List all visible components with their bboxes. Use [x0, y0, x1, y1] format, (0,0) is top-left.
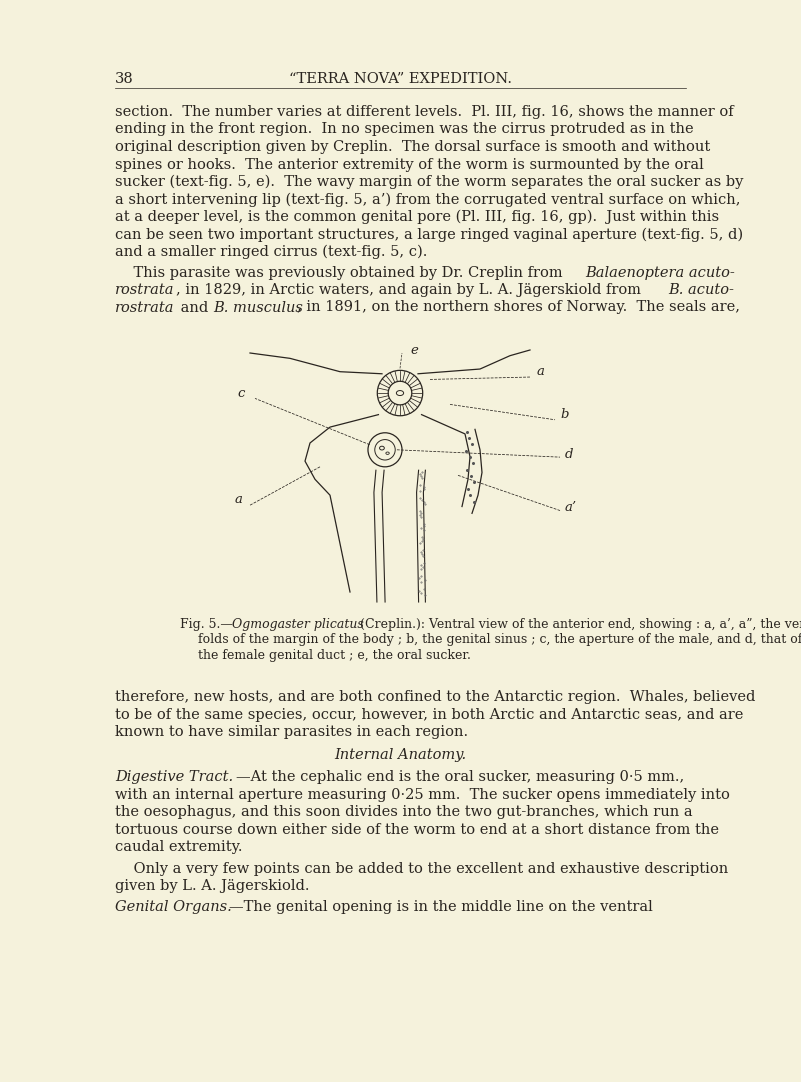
Text: d: d: [565, 448, 574, 461]
Text: original description given by Creplin.  The dorsal surface is smooth and without: original description given by Creplin. T…: [115, 140, 710, 154]
Text: rostrata: rostrata: [115, 301, 175, 315]
Text: to be of the same species, occur, however, in both Arctic and Antarctic seas, an: to be of the same species, occur, howeve…: [115, 708, 743, 722]
Text: , in 1829, in Arctic waters, and again by L. A. Jägerskiold from: , in 1829, in Arctic waters, and again b…: [175, 283, 646, 296]
Text: sucker (text-fig. 5, e).  The wavy margin of the worm separates the oral sucker : sucker (text-fig. 5, e). The wavy margin…: [115, 175, 743, 189]
Text: caudal extremity.: caudal extremity.: [115, 840, 243, 854]
Text: with an internal aperture measuring 0·25 mm.  The sucker opens immediately into: with an internal aperture measuring 0·25…: [115, 788, 730, 802]
Text: Balaenoptera acuto-: Balaenoptera acuto-: [586, 265, 735, 279]
Text: the oesophagus, and this soon divides into the two gut-branches, which run a: the oesophagus, and this soon divides in…: [115, 805, 693, 819]
Text: c: c: [238, 386, 245, 399]
Text: Ogmogaster plicatus: Ogmogaster plicatus: [232, 618, 364, 631]
Text: B. musculus: B. musculus: [214, 301, 304, 315]
Text: the female genital duct ; e, the oral sucker.: the female genital duct ; e, the oral su…: [198, 649, 471, 662]
Text: a: a: [234, 493, 242, 506]
Text: Fig. 5.—: Fig. 5.—: [180, 618, 233, 631]
Text: therefore, new hosts, and are both confined to the Antarctic region.  Whales, be: therefore, new hosts, and are both confi…: [115, 690, 755, 704]
Text: section.  The number varies at different levels.  Pl. III, fig. 16, shows the ma: section. The number varies at different …: [115, 105, 734, 119]
Text: tortuous course down either side of the worm to end at a short distance from the: tortuous course down either side of the …: [115, 822, 719, 836]
Text: —At the cephalic end is the oral sucker, measuring 0·5 mm.,: —At the cephalic end is the oral sucker,…: [236, 770, 685, 784]
Text: at a deeper level, is the common genital pore (Pl. III, fig. 16, gp).  Just with: at a deeper level, is the common genital…: [115, 210, 719, 224]
Text: Only a very few points can be added to the excellent and exhaustive description: Only a very few points can be added to t…: [115, 861, 728, 875]
Text: Internal Anatomy.: Internal Anatomy.: [335, 749, 466, 763]
Text: Genital Organs.: Genital Organs.: [115, 900, 231, 914]
Text: and: and: [175, 301, 212, 315]
Text: (Creplin.): Ventral view of the anterior end, showing : a, a’, a”, the ventral: (Creplin.): Ventral view of the anterior…: [356, 618, 801, 631]
Text: Digestive Tract.: Digestive Tract.: [115, 770, 233, 784]
Text: known to have similar parasites in each region.: known to have similar parasites in each …: [115, 725, 468, 739]
Text: e: e: [410, 343, 418, 356]
Text: “TERRA NOVA” EXPEDITION.: “TERRA NOVA” EXPEDITION.: [289, 72, 512, 85]
Ellipse shape: [386, 452, 389, 454]
Text: This parasite was previously obtained by Dr. Creplin from: This parasite was previously obtained by…: [115, 265, 567, 279]
Text: and a smaller ringed cirrus (text-fig. 5, c).: and a smaller ringed cirrus (text-fig. 5…: [115, 245, 428, 260]
Text: ending in the front region.  In no specimen was the cirrus protruded as in the: ending in the front region. In no specim…: [115, 122, 694, 136]
Text: a’: a’: [565, 501, 578, 514]
Text: —The genital opening is in the middle line on the ventral: —The genital opening is in the middle li…: [229, 900, 653, 914]
Text: given by L. A. Jägerskiold.: given by L. A. Jägerskiold.: [115, 879, 309, 893]
Text: b: b: [560, 408, 569, 421]
Text: can be seen two important structures, a large ringed vaginal aperture (text-fig.: can be seen two important structures, a …: [115, 227, 743, 242]
Ellipse shape: [396, 391, 404, 396]
Text: a: a: [537, 366, 545, 379]
Text: a short intervening lip (text-fig. 5, a’) from the corrugated ventral surface on: a short intervening lip (text-fig. 5, a’…: [115, 193, 740, 207]
Text: rostrata: rostrata: [115, 283, 175, 296]
Text: B. acuto-: B. acuto-: [669, 283, 735, 296]
Text: , in 1891, on the northern shores of Norway.  The seals are,: , in 1891, on the northern shores of Nor…: [297, 301, 740, 315]
Text: folds of the margin of the body ; b, the genital sinus ; c, the aperture of the : folds of the margin of the body ; b, the…: [198, 633, 801, 646]
Text: spines or hooks.  The anterior extremity of the worm is surmounted by the oral: spines or hooks. The anterior extremity …: [115, 158, 704, 172]
Text: 38: 38: [115, 72, 134, 85]
